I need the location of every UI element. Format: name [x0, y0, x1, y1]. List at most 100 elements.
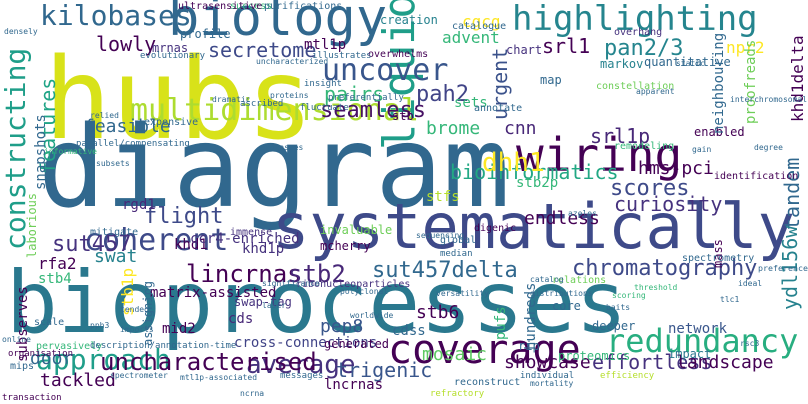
- word: deeper: [592, 319, 636, 333]
- word: network: [668, 321, 728, 337]
- word: laser: [262, 301, 287, 310]
- word: lowly: [96, 32, 157, 56]
- word: catalog: [530, 275, 564, 284]
- word: preferentially: [328, 93, 404, 103]
- word: proteomics: [558, 349, 631, 363]
- word: generated: [324, 337, 390, 351]
- word: individual: [520, 371, 575, 381]
- word: global: [440, 235, 477, 246]
- word: map: [540, 73, 562, 87]
- word: catalogue: [452, 21, 507, 32]
- word: mcherry: [320, 239, 371, 253]
- word: wiring: [516, 128, 683, 182]
- word: srl1: [542, 34, 591, 58]
- word: ccr4-enriched: [190, 231, 300, 247]
- word: brome: [426, 118, 481, 139]
- word: uncharacterised: [100, 348, 317, 376]
- word: tackled: [40, 370, 116, 391]
- word: seamless: [320, 98, 426, 123]
- word: swat: [94, 246, 138, 267]
- word: flight: [144, 204, 224, 229]
- word: cdss: [392, 323, 426, 339]
- word: matrix-assisted: [150, 285, 277, 301]
- word: stfs: [426, 189, 460, 205]
- word: transaction: [2, 393, 62, 403]
- word: pufs: [493, 306, 509, 340]
- word: dramatic: [212, 95, 251, 104]
- word: imports: [120, 325, 154, 334]
- word: rfa2: [38, 254, 77, 273]
- word: stb: [392, 109, 414, 123]
- word: tlc1: [720, 295, 740, 304]
- word: annotate: [474, 103, 523, 114]
- word: sut457delta: [372, 258, 518, 283]
- word: rip: [518, 339, 540, 353]
- word: overhang: [614, 27, 663, 38]
- word: rsc3: [740, 339, 760, 348]
- word: lincrnas: [186, 260, 302, 288]
- word: uncharacterized: [256, 57, 329, 66]
- word: scoring: [612, 291, 646, 300]
- word: pan2/3: [604, 36, 684, 61]
- word: spectrometer: [110, 371, 168, 380]
- word: npr2: [726, 38, 765, 57]
- word: sut457: [52, 232, 132, 257]
- word: khd1delta: [788, 35, 807, 122]
- word: processes: [260, 143, 304, 152]
- word: parallel/compensating: [76, 139, 190, 149]
- word: stb4: [38, 271, 72, 287]
- word: mortality: [530, 379, 574, 388]
- word: subsets: [96, 159, 130, 168]
- word: coherent: [84, 223, 229, 258]
- word: distributions: [530, 289, 593, 298]
- word: neighbouring: [711, 32, 727, 134]
- word: immense: [230, 227, 273, 238]
- word: biology: [168, 0, 388, 48]
- word: hubs: [44, 35, 314, 165]
- word: identification: [714, 171, 799, 182]
- word: pervasively: [36, 341, 103, 352]
- word: gain: [692, 145, 712, 154]
- word: srl1p: [590, 124, 651, 148]
- word: illustrates: [312, 51, 372, 61]
- word: bioinformatics: [450, 160, 619, 184]
- word: densely: [4, 27, 38, 36]
- word: pah2: [416, 82, 469, 107]
- word: expensive: [144, 117, 199, 128]
- word: mips: [10, 361, 35, 372]
- word: highlighting: [512, 0, 758, 39]
- word: stb2: [288, 260, 346, 288]
- word: proofreads: [743, 39, 759, 124]
- word: remodeling: [614, 141, 675, 152]
- word: secretome: [208, 38, 317, 62]
- word: laborious: [25, 192, 39, 258]
- word: description/annotation-time: [90, 341, 237, 351]
- word: landscape: [676, 352, 774, 373]
- word: insight: [304, 79, 342, 89]
- word: swap-tag: [234, 295, 292, 309]
- word: threshold: [634, 283, 678, 292]
- word: ideal: [738, 279, 763, 288]
- word: messages: [280, 371, 324, 381]
- word: overwhelms: [368, 49, 429, 60]
- word: cross-connections: [234, 335, 378, 351]
- word: rgd1: [122, 197, 156, 213]
- word: scale: [34, 317, 65, 328]
- word: constellation: [596, 81, 675, 92]
- word: redundancy: [606, 322, 799, 360]
- word: khd1: [174, 237, 208, 253]
- word: impact: [668, 347, 712, 361]
- word: online: [2, 335, 31, 344]
- word: showcase: [504, 352, 591, 373]
- word: reconstruct: [454, 377, 521, 388]
- word: markov: [600, 57, 644, 71]
- word: dhh1: [482, 148, 545, 178]
- word: informative: [44, 147, 97, 156]
- word: chromatography: [572, 256, 758, 281]
- word: versatility: [436, 289, 489, 298]
- word: tended: [120, 305, 149, 314]
- word: proteins: [270, 91, 309, 100]
- word: stb2p: [516, 175, 559, 191]
- word: enabled: [694, 125, 745, 139]
